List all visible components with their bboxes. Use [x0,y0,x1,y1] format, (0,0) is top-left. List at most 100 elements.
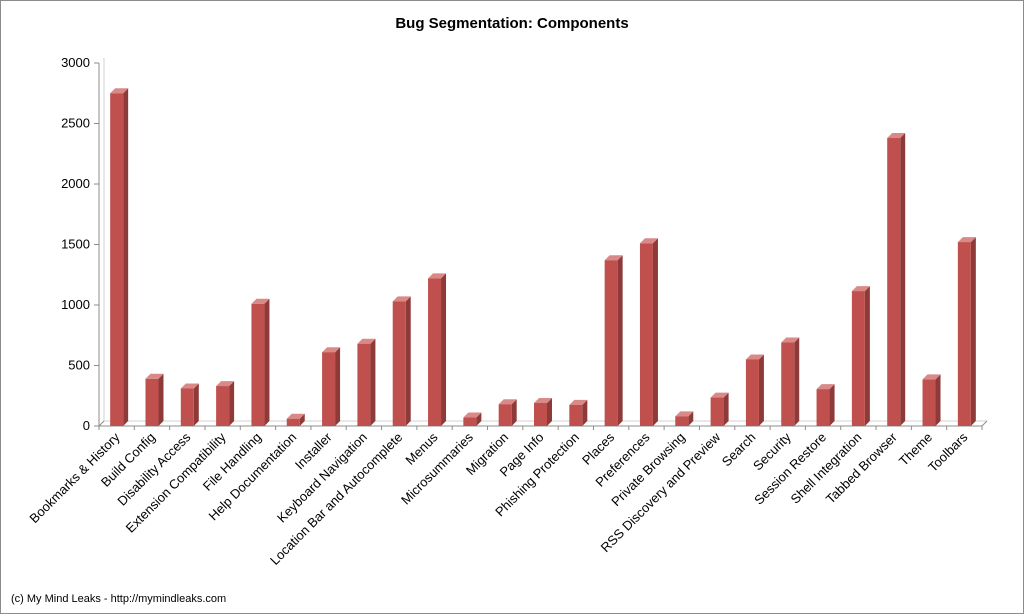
bar-front [463,417,477,426]
bar-top [710,392,729,398]
floor-corner-line [98,420,105,427]
bar-side [299,413,305,426]
bar-front [357,343,371,426]
bar-top [851,286,870,292]
bar-front [569,404,583,426]
bar-top [887,133,906,139]
bar-front [251,303,265,426]
bar-top [357,338,376,344]
bar-side [652,238,658,426]
bar-side [794,337,800,426]
bar [463,412,482,426]
bar [428,273,447,426]
bar-front [639,243,653,426]
bar-front [851,291,865,426]
bar-top [428,273,447,279]
bar [675,411,694,426]
bar [251,298,270,426]
bar-side [229,381,235,426]
bar-side [829,384,835,426]
bar [180,383,199,426]
bar-front [180,388,194,426]
bar [639,238,658,426]
bar-top [180,383,199,389]
bar [957,237,976,426]
bar-side [158,373,164,426]
bar-side [264,298,270,426]
bar-top [286,413,305,419]
bar [887,133,906,426]
bar [604,255,623,426]
bar-top [216,381,235,387]
bar-top [604,255,623,261]
bar-side [193,383,199,426]
bar-top [463,412,482,418]
bar [498,399,517,426]
bar-side [441,273,447,426]
y-tick-label: 1500 [61,237,90,252]
bar-side [900,133,906,426]
bar-top [110,88,129,94]
y-tick-label: 3000 [61,55,90,70]
bar-front [887,138,901,426]
bar-side [370,338,376,426]
bar-top [498,399,517,405]
bar-front [675,416,689,426]
bar-side [511,399,517,426]
bar-front [216,386,230,426]
y-tick-label: 1000 [61,297,90,312]
bar [710,392,729,426]
bar-front [534,403,547,426]
bar-side [582,399,588,426]
bar-side [864,286,870,426]
y-tick-label: 0 [83,418,90,433]
bar-front [710,397,724,426]
bar-front [781,342,795,426]
bar-front [816,389,830,426]
bar-side [935,374,941,426]
bar [216,381,235,426]
bar [569,399,588,426]
bar-top [569,399,588,405]
bar-front [498,404,512,426]
bar-front [145,378,159,426]
bar-front [745,359,759,426]
bar [145,373,164,426]
bar-top [816,384,835,390]
bar-top [534,398,552,404]
bar-top [957,237,976,243]
bar-side [123,88,129,426]
y-tick-label: 2000 [61,176,90,191]
bars [110,88,976,426]
bar [534,398,552,426]
x-tick-label: Toolbars [925,429,971,475]
bar-side [476,412,482,426]
bar-front [286,418,300,426]
credit-text: (c) My Mind Leaks - http://mymindleaks.c… [11,593,226,605]
y-tick-label: 500 [68,358,90,373]
bar-front [428,278,442,426]
bar-top [922,374,941,380]
y-tick-labels: 0 500 1000 1500 2000 2500 3000 [61,55,99,433]
bar-front [922,379,936,426]
bar-side [335,347,341,426]
bar-top [251,298,270,304]
bar-side [970,237,976,426]
bar-side [688,411,694,426]
bar-front [604,260,618,426]
bar-side [405,296,411,426]
bar-front [957,242,971,426]
chart-title: Bug Segmentation: Components [395,15,628,32]
bar-top [781,337,800,343]
bar-top [639,238,658,244]
bar-top [145,373,164,379]
bar [357,338,376,426]
y-tick-label: 2500 [61,116,90,131]
bar-side [547,398,552,426]
floor-edge-line [981,420,988,427]
bar-front [392,301,406,426]
bar-side [617,255,623,426]
